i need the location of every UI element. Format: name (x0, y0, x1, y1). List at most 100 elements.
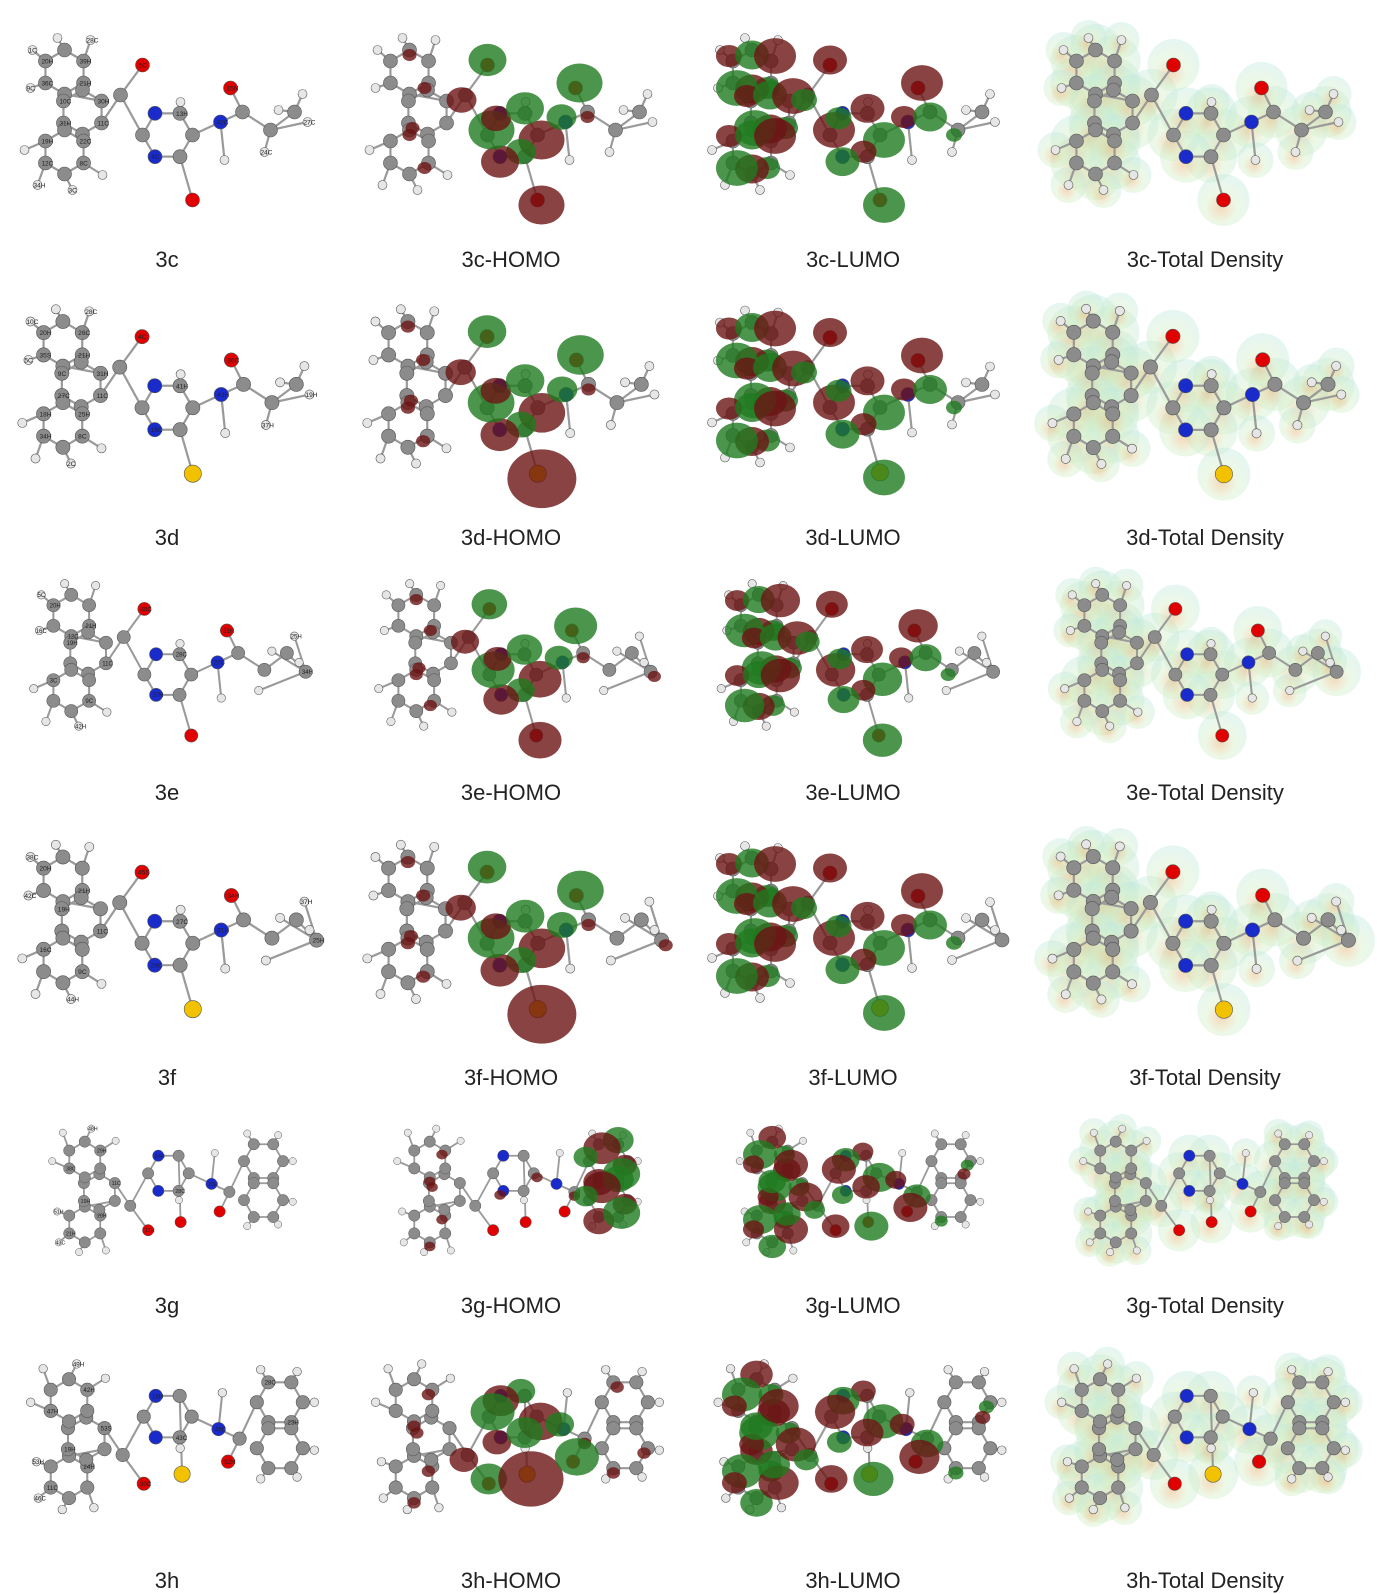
hydrogen-atom (708, 418, 717, 427)
hydrogen-atom (1320, 1198, 1327, 1205)
lumo-lobe (822, 1214, 850, 1237)
carbon-atom (1308, 1155, 1319, 1166)
hydrogen-atom (244, 1222, 251, 1229)
hydrogen-atom (1090, 1129, 1097, 1136)
hydrogen-atom (655, 1398, 664, 1407)
hydrogen-atom (1291, 148, 1300, 157)
atom-label: 42H (83, 1387, 94, 1394)
hydrogen-atom (293, 1367, 302, 1376)
carbon-atom (425, 1453, 438, 1466)
carbon-atom (186, 401, 200, 415)
atom-label: 3C (69, 188, 78, 195)
carbon-atom (422, 54, 436, 68)
structure-render: 24H11C53S19H42H47H46C53H49H30C18H43C45C5… (0, 1316, 345, 1546)
oxygen-atom (487, 1225, 498, 1236)
homo-lobe (401, 321, 415, 333)
nitrogen-atom (1245, 115, 1259, 129)
atom-label: 28C (151, 963, 163, 970)
hydrogen-atom (790, 708, 798, 716)
carbon-atom (975, 378, 989, 392)
hydrogen-atom (1127, 980, 1136, 989)
carbon-atom (470, 1200, 481, 1211)
atom-label: 22C (80, 139, 92, 146)
hydrogen-atom (298, 90, 307, 99)
carbon-atom (401, 440, 415, 454)
carbon-atom (236, 377, 250, 391)
lumo-lobe (901, 65, 943, 101)
carbon-atom (383, 134, 397, 148)
lumo-lobe (743, 1220, 764, 1238)
carbon-atom (250, 1442, 263, 1455)
hydrogen-atom (221, 429, 230, 438)
lumo-lobe (716, 958, 758, 994)
hydrogen-atom (305, 925, 314, 934)
hydrogen-atom (60, 579, 68, 587)
homo-lobe (401, 856, 415, 868)
hydrogen-atom (962, 106, 971, 115)
lumo-lobe (828, 686, 860, 713)
carbon-atom (1321, 377, 1335, 391)
hydrogen-atom (1115, 306, 1124, 315)
carbon-atom (1130, 636, 1143, 649)
carbon-atom (1263, 646, 1276, 659)
homo-lobe (557, 335, 604, 375)
caption-3h-structure: 3h (17, 1568, 317, 1594)
lumo-lobe (851, 366, 885, 395)
oxygen-atom (1169, 602, 1182, 615)
carbon-atom (265, 931, 279, 945)
hydrogen-atom (643, 90, 652, 99)
lumo-lobe (901, 873, 943, 909)
hydrogen-atom (293, 1473, 302, 1482)
carbon-atom (1067, 861, 1081, 875)
lumo-lobe (754, 846, 796, 882)
hydrogen-atom (1066, 626, 1074, 634)
homo-lobe (581, 919, 595, 931)
carbon-atom (609, 123, 623, 137)
homo-lobe (518, 722, 561, 759)
total-density-render (1030, 548, 1377, 773)
carbon-atom (1089, 43, 1103, 57)
atom-label: 10C (26, 319, 38, 326)
hydrogen-atom (1341, 1446, 1350, 1455)
hydrogen-atom (396, 305, 405, 314)
hydrogen-atom (1059, 46, 1068, 55)
homo-lobe (445, 895, 475, 921)
carbon-atom (36, 965, 50, 979)
carbon-atom (186, 936, 200, 950)
hydrogen-atom (18, 418, 27, 427)
hydrogen-atom (310, 1446, 319, 1455)
carbon-atom (1214, 1168, 1225, 1179)
hydrogen-atom (606, 956, 615, 965)
carbon-atom (1086, 440, 1100, 454)
carbon-atom (44, 1460, 57, 1473)
hydrogen-atom (1305, 106, 1314, 115)
carbon-atom (634, 377, 648, 391)
carbon-atom (440, 116, 454, 130)
carbon-atom (381, 407, 395, 421)
hydrogen-atom (1207, 98, 1216, 107)
carbon-atom (1293, 1422, 1306, 1435)
hydrogen-atom (1056, 316, 1065, 325)
atom-label: 46C (35, 1495, 47, 1502)
carbon-atom (79, 1237, 90, 1248)
carbon-atom (1093, 1415, 1106, 1428)
hydrogen-atom (378, 181, 387, 190)
atom-label: 20H (40, 330, 52, 337)
hydrogen-atom (376, 454, 385, 463)
lumo-lobe (722, 1395, 747, 1416)
homo-lobe (418, 162, 432, 174)
atom-label: 21H (80, 81, 92, 88)
homo-render (345, 270, 690, 515)
atom-label: 27C (176, 919, 188, 926)
carbon-atom (389, 1404, 402, 1417)
homo-render (345, 1316, 690, 1546)
homo-lobe (416, 889, 430, 901)
hydrogen-atom (376, 989, 385, 998)
hydrogen-atom (1064, 181, 1073, 190)
atom-label: 45C (215, 1426, 227, 1433)
atom-label: 11C (96, 393, 108, 400)
lumo-lobe (822, 1155, 856, 1184)
nitrogen-atom (153, 1185, 164, 1196)
lumo-lobe (935, 1216, 948, 1227)
